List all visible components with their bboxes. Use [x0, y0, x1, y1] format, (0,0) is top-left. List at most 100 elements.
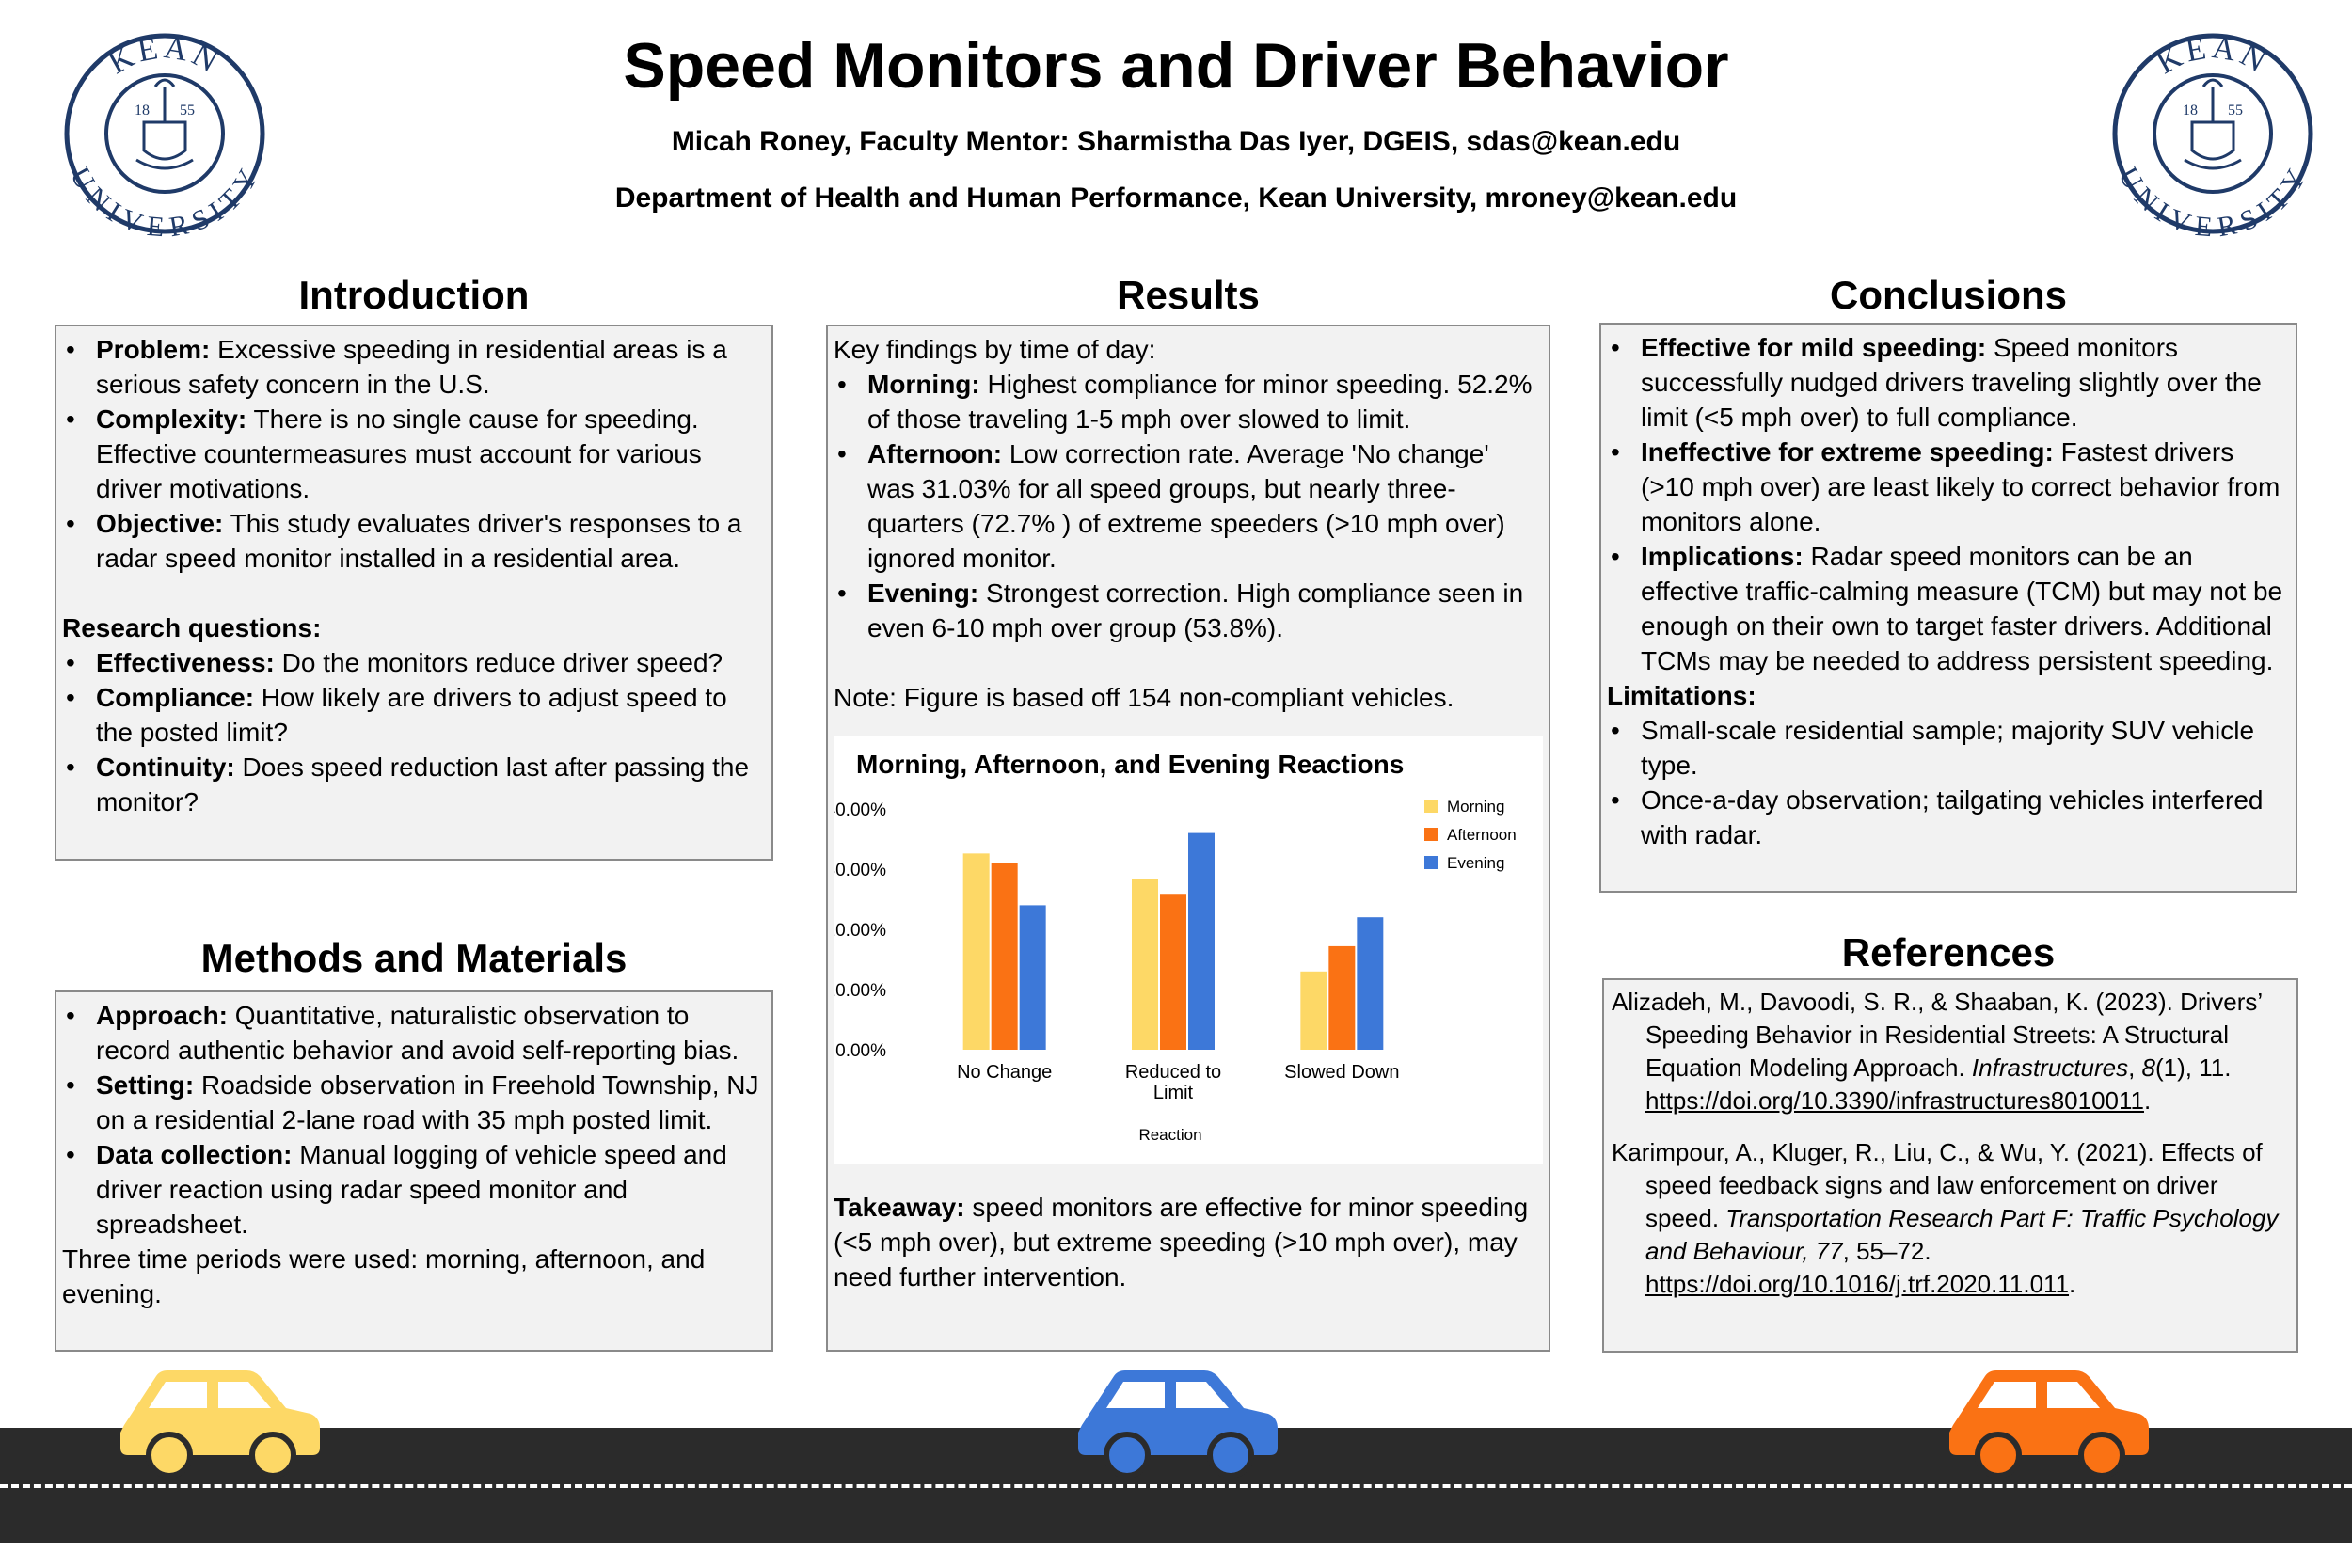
blue-car-icon [1078, 1370, 1278, 1478]
poster-authors: Micah Roney, Faculty Mentor: Sharmistha … [671, 126, 1681, 157]
list-item: Evening: Strongest correction. High comp… [834, 576, 1539, 645]
item-label: Afternoon: [867, 439, 1003, 468]
reference-item: Karimpour, A., Kluger, R., Liu, C., & Wu… [1612, 1136, 2283, 1301]
legend-label-morning: Morning [1447, 798, 1504, 816]
item-label: Approach: [96, 1001, 228, 1030]
logo-year-left: 18 [2183, 103, 2198, 119]
item-text: Manual logging of vehicle speed and driv… [96, 1140, 727, 1239]
reference-doi-link[interactable]: https://doi.org/10.3390/infrastructures8… [1645, 1086, 2144, 1115]
poster-title: Speed Monitors and Driver Behavior [623, 30, 1729, 102]
yellow-car-icon [120, 1370, 320, 1478]
list-item: Effective for mild speeding: Speed monit… [1607, 330, 2286, 435]
reference-authors: Karimpour, A., Kluger, R., Liu, C., & Wu… [1612, 1138, 2263, 1232]
item-text: There is no single cause for speeding. E… [96, 404, 702, 503]
item-label: Compliance: [96, 683, 255, 712]
kean-university-logo-left: KEAN UNIVERSITY 18 55 [64, 30, 265, 237]
item-label: Setting: [96, 1070, 195, 1100]
bar-morning-2 [1132, 879, 1158, 1050]
item-label: Complexity: [96, 404, 247, 434]
list-item: Data collection: Manual logging of vehic… [62, 1137, 762, 1242]
item-text: This study evaluates driver's responses … [96, 509, 742, 573]
legend-label-afternoon: Afternoon [1447, 826, 1517, 844]
results-note: Note: Figure is based off 154 non-compli… [834, 683, 1454, 712]
bar-evening-1 [1019, 905, 1046, 1050]
reference-volume: 8 [2141, 1053, 2156, 1082]
reference-doi-link[interactable]: https://doi.org/10.1016/j.trf.2020.11.01… [1645, 1270, 2070, 1298]
item-label: Morning: [867, 370, 980, 399]
reference-item: Alizadeh, M., Davoodi, S. R., & Shaaban,… [1612, 986, 2283, 1117]
reference-end: . [2143, 1086, 2152, 1115]
item-text: Highest compliance for minor speeding. 5… [867, 370, 1533, 434]
x-tick-label: Slowed Down [1284, 1062, 1399, 1083]
poster-affiliation: Department of Health and Human Performan… [614, 182, 1738, 214]
results-heading: Results [1117, 273, 1260, 317]
reference-journal: Infrastructures [1971, 1053, 2129, 1082]
list-item: Continuity: Does speed reduction last af… [62, 750, 762, 819]
bar-afternoon-3 [1328, 945, 1356, 1050]
item-label: Effectiveness: [96, 648, 275, 677]
list-item: Implications: Radar speed monitors can b… [1607, 539, 2286, 678]
list-item: Ineffective for extreme speeding: Fastes… [1607, 435, 2286, 539]
item-label: Implications: [1641, 542, 1804, 571]
reference-pages: , 55–72. [1842, 1237, 1931, 1265]
methods-box: Approach: Quantitative, naturalistic obs… [55, 990, 773, 1352]
takeaway-text: speed monitors are effective for minor s… [834, 1193, 1529, 1291]
road-center-line [0, 1484, 2352, 1488]
item-label: Effective for mild speeding: [1641, 333, 1987, 362]
list-item: Objective: This study evaluates driver's… [62, 506, 762, 576]
reference-end: . [2069, 1270, 2076, 1298]
list-item: Problem: Excessive speeding in residenti… [62, 332, 762, 402]
item-label: Objective: [96, 509, 224, 538]
bar-evening-2 [1188, 832, 1215, 1050]
introduction-heading: Introduction [298, 273, 530, 317]
reactions-chart: Morning, Afternoon, and Evening Reaction… [834, 736, 1543, 1164]
item-text: Strongest correction. High compliance se… [867, 578, 1524, 642]
y-tick-label: 30.00% [834, 861, 886, 880]
y-tick-label: 20.00% [834, 921, 886, 941]
item-label: Data collection: [96, 1140, 293, 1169]
references-heading: References [1841, 930, 2056, 974]
list-item: Setting: Roadside observation in Freehol… [62, 1068, 762, 1137]
bar-morning-1 [962, 853, 990, 1050]
bar-evening-3 [1357, 917, 1384, 1050]
introduction-box: Problem: Excessive speeding in residenti… [55, 325, 773, 861]
item-text: Radar speed monitors can be an effective… [1641, 542, 2283, 675]
legend-swatch-afternoon [1424, 828, 1438, 841]
logo-year-left: 18 [135, 103, 150, 119]
item-text: Roadside observation in Freehold Townshi… [96, 1070, 759, 1134]
item-text: Does speed reduction last after passing … [96, 752, 750, 816]
bar-morning-3 [1300, 971, 1327, 1050]
legend-swatch-morning [1424, 800, 1438, 813]
x-tick-label: No Change [957, 1062, 1052, 1083]
item-text: Do the monitors reduce driver speed? [274, 648, 723, 677]
reference-pages: (1), 11. [2155, 1053, 2232, 1082]
list-item: Effectiveness: Do the monitors reduce dr… [62, 645, 762, 680]
methods-closing: Three time periods were used: morning, a… [62, 1244, 706, 1308]
x-tick-label: Limit [1153, 1083, 1194, 1103]
list-item: Approach: Quantitative, naturalistic obs… [62, 998, 762, 1068]
results-intro: Key findings by time of day: [834, 335, 1156, 364]
y-tick-label: 40.00% [834, 800, 886, 820]
kean-university-logo-right: KEAN UNIVERSITY 18 55 [2112, 30, 2313, 237]
list-item: Compliance: How likely are drivers to ad… [62, 680, 762, 750]
item-text: How likely are drivers to adjust speed t… [96, 683, 727, 747]
research-questions-heading: Research questions: [62, 613, 322, 642]
item-label: Ineffective for extreme speeding: [1641, 437, 2054, 467]
logo-year-right: 55 [180, 103, 195, 119]
x-axis-title: Reaction [1138, 1126, 1201, 1144]
reference-sep: , [2128, 1053, 2142, 1082]
list-item: Once-a-day observation; tailgating vehic… [1607, 783, 2286, 852]
item-text: Fastest drivers (>10 mph over) are least… [1641, 437, 2280, 536]
bar-afternoon-2 [1160, 894, 1186, 1050]
references-box: Alizadeh, M., Davoodi, S. R., & Shaaban,… [1602, 978, 2298, 1353]
legend-label-evening: Evening [1447, 854, 1504, 872]
chart-title: Morning, Afternoon, and Evening Reaction… [856, 750, 1404, 779]
item-text: Quantitative, naturalistic observation t… [96, 1001, 739, 1065]
item-text: Low correction rate. Average 'No change'… [867, 439, 1505, 573]
item-label: Evening: [867, 578, 979, 608]
takeaway-label: Takeaway: [834, 1193, 965, 1222]
bar-afternoon-1 [991, 863, 1018, 1050]
conclusions-heading: Conclusions [1829, 273, 2068, 317]
item-text: Excessive speeding in residential areas … [96, 335, 727, 399]
y-tick-label: 0.00% [835, 1041, 886, 1061]
